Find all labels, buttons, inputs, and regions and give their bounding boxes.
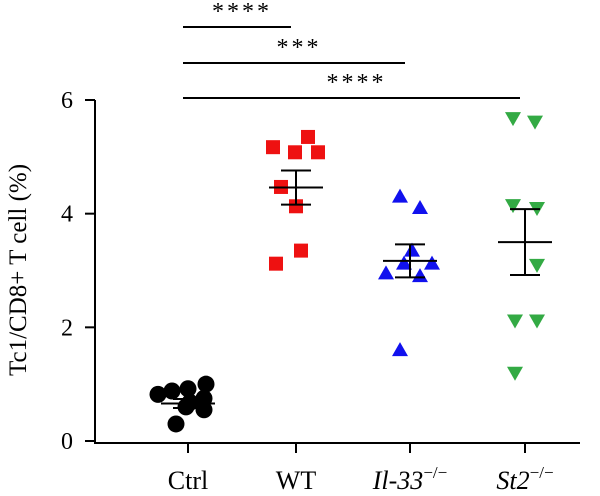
data-point-st2 — [527, 115, 543, 130]
data-point-ctrl — [167, 415, 185, 433]
data-point-ctrl — [177, 398, 195, 416]
data-point-ctrl — [195, 401, 213, 419]
y-tick-label: 0 — [61, 429, 73, 455]
data-point-st2 — [529, 258, 545, 273]
data-point-il-33 — [412, 199, 428, 214]
data-point-il-33 — [392, 342, 408, 357]
significance-label: **** — [212, 0, 272, 25]
data-points — [149, 112, 545, 433]
x-category-label: Il-33−/− — [372, 463, 447, 495]
data-point-wt — [289, 199, 303, 214]
data-point-wt — [301, 129, 315, 144]
data-point-ctrl — [179, 380, 197, 398]
y-axis-ticks: 0 2 4 6 — [61, 88, 95, 455]
data-point-st2 — [529, 314, 545, 329]
data-point-wt — [266, 140, 280, 155]
data-point-il-33 — [424, 255, 440, 270]
data-point-wt — [311, 145, 325, 160]
axes — [94, 100, 580, 444]
data-point-ctrl — [163, 382, 181, 400]
data-point-st2 — [507, 366, 523, 381]
data-point-il-33 — [404, 242, 420, 257]
mean-sem-bars — [161, 169, 552, 410]
x-category-label: St2−/− — [496, 463, 553, 495]
data-point-st2 — [507, 314, 523, 329]
data-point-wt — [288, 145, 302, 160]
data-point-wt — [269, 256, 283, 271]
significance-label: *** — [277, 35, 322, 61]
data-point-st2 — [505, 112, 521, 127]
data-point-il-33 — [396, 255, 412, 270]
data-point-il-33 — [378, 265, 394, 280]
y-tick-label: 2 — [61, 315, 73, 341]
data-point-il-33 — [412, 268, 428, 283]
data-point-ctrl — [149, 385, 167, 403]
significance-label: **** — [327, 70, 387, 96]
x-category-label: WT — [276, 466, 317, 495]
y-tick-label: 6 — [61, 88, 73, 114]
x-axis-category-labels: Ctrl WT Il-33−/− St2−/− — [168, 443, 554, 495]
data-point-st2 — [505, 199, 521, 214]
y-tick-label: 4 — [61, 202, 73, 228]
y-axis-title: Tc1/CD8+ T cell (%) — [5, 164, 32, 376]
data-point-ctrl — [197, 375, 215, 393]
x-category-label: Ctrl — [168, 466, 208, 495]
data-point-wt — [294, 243, 308, 258]
data-point-il-33 — [392, 188, 408, 203]
significance-brackets: *********** — [183, 0, 520, 99]
